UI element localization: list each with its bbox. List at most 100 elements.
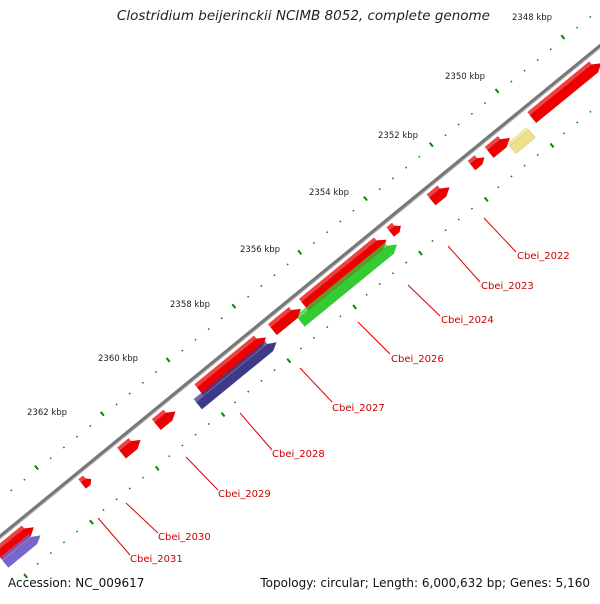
inner-tick — [576, 121, 579, 124]
ruler-tick — [286, 263, 289, 266]
gene-cbei-2030[interactable] — [151, 409, 176, 431]
ruler — [10, 15, 592, 492]
gene-cbei-2027[interactable] — [295, 242, 398, 327]
gene-body — [301, 239, 387, 311]
ruler-tick — [339, 220, 342, 223]
ruler-label: 2358 kbp — [170, 300, 210, 310]
gene-label-cbei-2028[interactable]: Cbei_2028 — [272, 449, 325, 460]
inner-tick — [352, 304, 357, 310]
inner-tick — [207, 422, 210, 426]
inner-tick — [233, 401, 237, 404]
gene-body — [270, 308, 302, 336]
ruler-tick — [312, 241, 316, 245]
inner-tick — [247, 390, 250, 393]
ruler-tick — [165, 357, 171, 363]
ruler-tick — [220, 317, 223, 320]
gene-top-face — [0, 525, 25, 549]
inner-tick — [154, 465, 160, 471]
accession-text: Accession: NC_009617 — [8, 576, 145, 590]
inner-tick — [102, 508, 105, 512]
gene-top-face — [507, 126, 530, 146]
ruler-label: 2360 kbp — [98, 354, 138, 364]
ruler-tick — [99, 411, 105, 417]
gene-cbei-2031[interactable] — [78, 475, 92, 489]
ruler-tick — [89, 424, 92, 427]
inner-tick — [549, 142, 555, 149]
inner-tick — [220, 411, 226, 418]
inner-tick — [444, 229, 447, 232]
gene-labels: Cbei_2022 Cbei_2023 Cbei_2024 Cbei_2026 … — [130, 251, 570, 565]
leader-line — [125, 502, 159, 534]
inner-tick — [23, 573, 28, 579]
inner-tick — [405, 261, 408, 264]
ruler-tick — [444, 134, 447, 137]
genome-summary-text: Topology: circular; Length: 6,000,632 bp… — [260, 576, 590, 590]
gene-top-face — [484, 136, 501, 150]
backbone-shadow — [0, 47, 600, 540]
gene-cbei-2027a[interactable] — [298, 237, 387, 311]
ruler-tick — [23, 478, 26, 481]
inner-tick — [299, 347, 302, 350]
ruler-tick — [404, 166, 408, 169]
inner-tick — [589, 110, 592, 113]
inner-tick — [286, 358, 292, 364]
gene-cbei-2026[interactable] — [386, 222, 402, 238]
gene-body — [297, 244, 398, 327]
gene-label-cbei-2031[interactable]: Cbei_2031 — [130, 554, 183, 565]
gene-cbei-2029[interactable] — [193, 340, 277, 410]
inner-tick — [312, 336, 316, 339]
ruler-tick — [378, 188, 381, 191]
inner-tick — [470, 207, 474, 210]
ruler-tick — [576, 26, 579, 29]
inner-tick — [457, 218, 460, 221]
gene-label-cbei-2024[interactable]: Cbei_2024 — [441, 315, 494, 326]
gene-label-cbei-2027[interactable]: Cbei_2027 — [332, 403, 385, 414]
ruler-tick — [352, 209, 355, 212]
ruler-tick — [297, 249, 303, 255]
gene-cbei-2024[interactable] — [426, 185, 450, 206]
gene-cbei-2022b[interactable] — [484, 136, 511, 159]
inner-tick — [128, 487, 131, 490]
ruler-tick — [589, 15, 592, 19]
inner-tick — [562, 132, 566, 135]
ruler-tick — [470, 112, 473, 115]
inner-tick — [431, 239, 434, 243]
gene-label-cbei-2029[interactable]: Cbei_2029 — [218, 489, 271, 500]
gene-body — [195, 342, 277, 410]
gene-cbei-2028a[interactable] — [267, 307, 302, 336]
gene-label-cbei-2026[interactable]: Cbei_2026 — [391, 354, 444, 365]
gene-label-cbei-2022[interactable]: Cbei_2022 — [517, 251, 570, 262]
inner-tick — [115, 498, 118, 501]
ruler-tick — [128, 392, 131, 395]
ruler-tick — [510, 80, 513, 83]
ruler-tick — [560, 34, 566, 40]
gene-top-face — [527, 61, 592, 116]
ruler-tick — [154, 370, 158, 374]
leader-line — [97, 517, 131, 556]
gene-cbei-2023[interactable] — [467, 155, 485, 171]
gene-top-face — [0, 533, 32, 561]
ruler-tick — [457, 123, 460, 126]
ruler-tick — [62, 446, 66, 449]
gene-body — [2, 535, 41, 568]
inner-tick — [168, 455, 171, 458]
gene-top-face — [295, 242, 388, 319]
gene-body — [119, 439, 141, 459]
ruler-tick — [34, 465, 39, 471]
gene-label-cbei-2030[interactable]: Cbei_2030 — [158, 532, 211, 543]
ruler-tick — [273, 274, 276, 277]
genome-title: Clostridium beijerinckii NCIMB 8052, com… — [116, 8, 490, 24]
gene-cbei-2030b[interactable] — [117, 438, 141, 459]
ruler-tick — [494, 88, 500, 94]
ruler-labels: 2348 kbp 2350 kbp 2352 kbp 2354 kbp 2356… — [27, 13, 552, 418]
gene-body — [529, 63, 600, 124]
ruler-tick — [483, 101, 487, 105]
inner-tick — [49, 551, 52, 555]
gene-cbei-2022[interactable] — [527, 61, 600, 124]
gene-cbei-2032b[interactable] — [0, 533, 41, 568]
inner-tick — [194, 433, 197, 436]
gene-label-cbei-2023[interactable]: Cbei_2023 — [481, 281, 534, 292]
leader-line — [299, 367, 333, 403]
gene-cbei-2022-yellow[interactable] — [507, 126, 536, 155]
